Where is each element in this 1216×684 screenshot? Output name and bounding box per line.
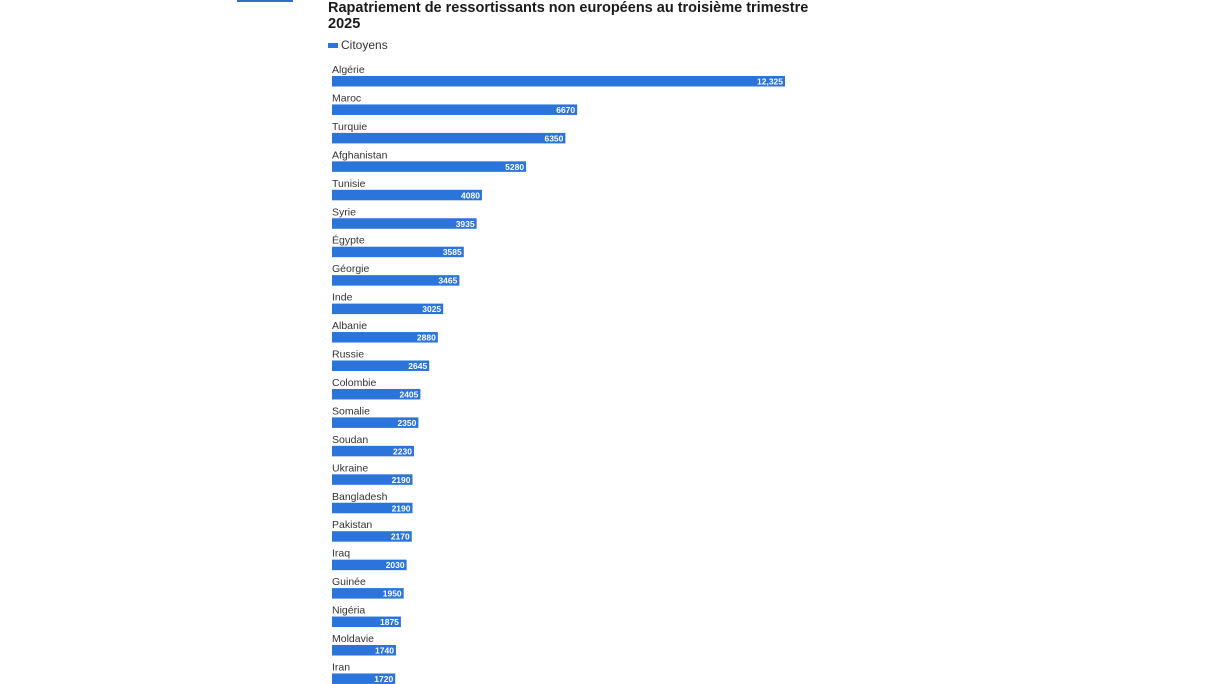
bar (332, 616, 401, 628)
bar (332, 303, 444, 315)
bar (332, 189, 482, 201)
category-label: Guinée (332, 576, 366, 588)
category-label: Moldavie (332, 633, 374, 645)
bar (332, 588, 404, 599)
category-label: Iraq (332, 548, 350, 560)
data-label: 6670 (556, 105, 575, 115)
legend: Citoyens (328, 38, 388, 52)
data-label: 6350 (544, 133, 563, 143)
data-label: 1720 (374, 674, 393, 684)
data-label: 4080 (461, 190, 480, 200)
data-label: 1875 (380, 617, 399, 627)
data-label: 3585 (443, 247, 462, 257)
bar (332, 275, 460, 286)
bar (332, 645, 396, 656)
bar (332, 559, 407, 571)
category-label: Maroc (332, 92, 361, 104)
bar (332, 388, 421, 400)
data-label: 2230 (393, 446, 412, 456)
data-label: 2880 (417, 333, 436, 343)
category-label: Soudan (332, 434, 368, 446)
bar (332, 332, 438, 343)
bar (332, 246, 464, 258)
data-label: 2170 (391, 532, 410, 542)
bar (332, 474, 413, 485)
category-label: Égypte (332, 234, 365, 247)
data-label: 2645 (408, 361, 427, 371)
bar (332, 76, 785, 87)
legend-label: Citoyens (341, 38, 388, 52)
bar (332, 445, 414, 457)
chart-title: Rapatriement de ressortissants non europ… (328, 0, 809, 32)
category-label: Iran (332, 661, 350, 673)
bar (332, 218, 477, 229)
category-label: Turquie (332, 121, 367, 133)
data-label: 3465 (438, 276, 457, 286)
data-label: 2190 (392, 475, 411, 485)
category-label: Ukraine (332, 462, 368, 474)
category-label: Inde (332, 292, 353, 304)
category-label: Géorgie (332, 263, 370, 275)
data-label: 2030 (386, 560, 405, 570)
category-label: Afghanistan (332, 149, 388, 161)
category-label: Russie (332, 349, 364, 361)
category-label: Algérie (332, 64, 365, 76)
bar (332, 531, 412, 542)
bar (332, 417, 419, 428)
legend-swatch (328, 42, 338, 48)
data-label: 1950 (383, 589, 402, 599)
data-label: 12,325 (757, 77, 783, 87)
category-label: Syrie (332, 206, 356, 218)
bar (332, 502, 413, 514)
category-label: Pakistan (332, 519, 372, 531)
bar (332, 161, 527, 172)
bar (332, 104, 578, 115)
data-label: 3935 (456, 219, 475, 229)
category-label: Albanie (332, 320, 367, 332)
bar (332, 673, 396, 684)
top-accent-bar (237, 0, 293, 2)
data-label: 2405 (399, 389, 418, 399)
category-label: Bangladesh (332, 491, 388, 503)
data-label: 2350 (397, 418, 416, 428)
data-label: 5280 (505, 162, 524, 172)
bar (332, 360, 430, 371)
category-label: Tunisie (332, 178, 366, 190)
category-label: Somalie (332, 405, 370, 417)
category-label: Colombie (332, 377, 377, 389)
category-label: Nigéria (332, 605, 365, 617)
data-label: 3025 (422, 304, 441, 314)
data-label: 1740 (375, 646, 394, 656)
bar (332, 132, 566, 144)
data-label: 2190 (392, 503, 411, 513)
